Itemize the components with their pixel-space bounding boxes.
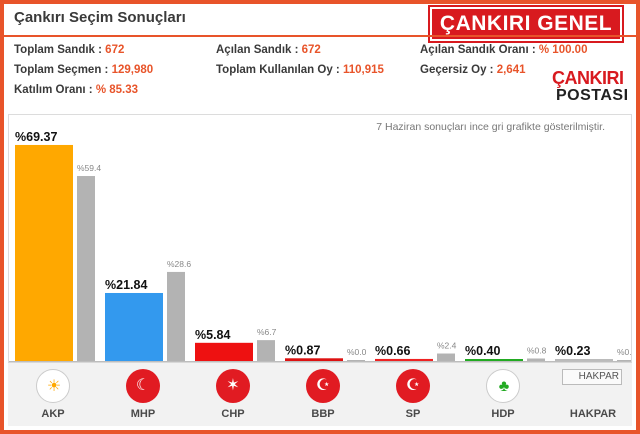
party-akp[interactable]: ☀ AKP — [8, 363, 98, 427]
emblem-glyph: ♣ — [498, 378, 510, 395]
party-name: BBP — [311, 408, 335, 420]
label-previous-sp: %2.4 — [437, 341, 457, 351]
page-title: Çankırı Seçim Sonuçları — [14, 9, 186, 26]
stat-label: Geçersiz Oy : — [420, 64, 494, 76]
results-panel: Çankırı Seçim Sonuçları ÇANKIRI GENEL To… — [4, 4, 636, 430]
bar-previous-bbp — [347, 360, 365, 361]
label-previous-chp: %6.7 — [257, 327, 277, 337]
label-previous-mhp: %28.6 — [167, 259, 191, 269]
label-current-sp: %0.66 — [375, 344, 410, 358]
emblem-glyph: ☪ — [315, 377, 331, 394]
party-name: CHP — [221, 408, 245, 420]
stat-value: % 100.00 — [538, 44, 588, 56]
bar-chart: 7 Haziran sonuçları ince gri grafikte gö… — [8, 114, 632, 368]
bar-current-sp — [375, 358, 433, 361]
chart-note: 7 Haziran sonuçları ince gri grafikte gö… — [376, 121, 605, 133]
bar-previous-akp — [77, 176, 95, 361]
stat-value: 2,641 — [496, 64, 526, 76]
bar-previous-hdp — [527, 358, 545, 361]
bar-previous-chp — [257, 340, 275, 361]
stat-acilan-orani: Açılan Sandık Oranı : % 100.00 — [420, 44, 587, 56]
stat-label: Toplam Sandık : — [14, 44, 102, 56]
party-hakpar[interactable]: HAKPAR HAKPAR — [548, 363, 636, 427]
emblem-glyph: ☪ — [405, 377, 421, 394]
emblem-glyph: ☀ — [46, 378, 62, 395]
bar-current-hdp — [465, 359, 523, 361]
label-current-hakpar: %0.23 — [555, 344, 590, 358]
stat-label: Açılan Sandık Oranı : — [420, 44, 536, 56]
mhp-crescents-icon: ☾ — [126, 369, 160, 403]
bar-current-bbp — [285, 358, 343, 361]
party-mhp[interactable]: ☾ MHP — [98, 363, 188, 427]
label-previous-hdp: %0.8 — [527, 346, 547, 356]
logo-line1: ÇANKIRI — [552, 68, 624, 88]
bar-current-akp — [15, 144, 73, 361]
bbp-crescent-icon: ☪ — [306, 369, 340, 403]
party-name: SP — [405, 408, 421, 420]
label-current-bbp: %0.87 — [285, 343, 320, 357]
label-current-akp: %69.37 — [15, 130, 57, 144]
emblem-glyph: ✶ — [226, 377, 240, 394]
stat-value: 672 — [301, 44, 321, 56]
party-name: HDP — [491, 408, 515, 420]
chp-arrows-icon: ✶ — [216, 369, 250, 403]
label-current-mhp: %21.84 — [105, 278, 147, 292]
emblem-glyph: ☾ — [135, 377, 151, 394]
sp-crescent-star-icon: ☪ — [396, 369, 430, 403]
party-name: AKP — [41, 408, 65, 420]
stat-label: Katılım Oranı : — [14, 84, 93, 96]
stat-label: Açılan Sandık : — [216, 44, 299, 56]
stat-value: 129,980 — [111, 64, 154, 76]
logo-line2: POSTASI — [556, 87, 629, 104]
stat-label: Toplam Kullanılan Oy : — [216, 64, 340, 76]
party-name: MHP — [130, 408, 156, 420]
bar-previous-hakpar — [617, 360, 631, 361]
bar-previous-mhp — [167, 271, 185, 361]
party-chp[interactable]: ✶ CHP — [188, 363, 278, 427]
bar-current-chp — [195, 342, 253, 361]
bar-current-mhp — [105, 292, 163, 361]
bar-current-hakpar — [555, 359, 613, 361]
label-previous-bbp: %0.0 — [347, 347, 367, 357]
header-divider — [4, 35, 636, 37]
hakpar-broken-image-icon: HAKPAR — [562, 369, 622, 385]
party-emblem-row: ☀ AKP ☾ MHP ✶ CHP ☪ BBP ☪ SP ♣ HDP HAKPAR HAKPAR — [8, 362, 632, 426]
party-hdp[interactable]: ♣ HDP — [458, 363, 548, 427]
party-bbp[interactable]: ☪ BBP — [278, 363, 368, 427]
stat-toplam-secmen: Toplam Seçmen : 129,980 — [14, 64, 153, 76]
chart-canvas: %69.37 %59.4 %21.84 %28.6 %5.84 %6.7 %0.87 %0.0… — [15, 130, 631, 361]
stat-label: Toplam Seçmen : — [14, 64, 109, 76]
stat-acilan-sandik: Açılan Sandık : 672 — [216, 44, 321, 56]
stat-katilim-orani: Katılım Oranı : % 85.33 — [14, 84, 138, 96]
stat-value: 672 — [105, 44, 125, 56]
label-current-hdp: %0.40 — [465, 344, 500, 358]
label-current-chp: %5.84 — [195, 328, 230, 342]
cankiri-postasi-logo[interactable]: ÇANKIRI POSTASI — [552, 68, 630, 108]
party-name: HAKPAR — [569, 408, 617, 420]
stat-value: % 85.33 — [95, 84, 139, 96]
label-previous-hakpar: %0.2 — [617, 347, 631, 357]
bar-previous-sp — [437, 353, 455, 361]
stat-toplam-sandik: Toplam Sandık : 672 — [14, 44, 124, 56]
stat-gecersiz-oy: Geçersiz Oy : 2,641 — [420, 64, 526, 76]
stat-kullanilan-oy: Toplam Kullanılan Oy : 110,915 — [216, 64, 384, 76]
stat-value: 110,915 — [342, 64, 384, 76]
hdp-tree-icon: ♣ — [486, 369, 520, 403]
akp-bulb-icon: ☀ — [36, 369, 70, 403]
label-previous-akp: %59.4 — [77, 163, 101, 173]
party-sp[interactable]: ☪ SP — [368, 363, 458, 427]
